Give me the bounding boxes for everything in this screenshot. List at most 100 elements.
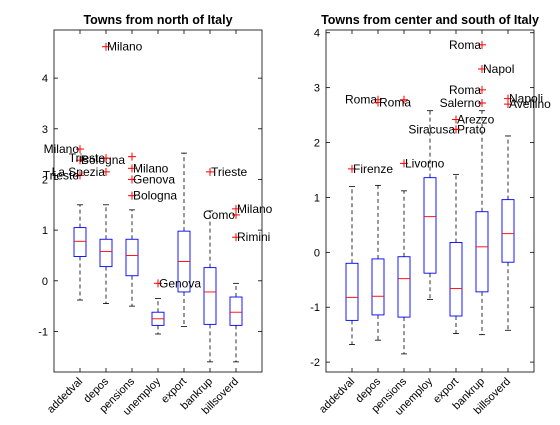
outlier: Trieste [206,165,248,179]
outlier: Napol [478,62,514,76]
y-tick-label: 0 [42,276,48,288]
box-unemploy [151,298,165,335]
outlier: Firenze [348,162,393,176]
box-addedval [345,186,359,345]
box-depos [371,184,385,341]
outlier: Avellino [504,97,551,111]
outlier-label: Milano [133,161,169,175]
outlier: Roma [449,38,486,52]
box-export [177,152,191,327]
north-italy-boxplot: Towns from north of Italy -1 0 1 2 3 4 addedval… [38,13,272,418]
iqr-box [449,241,463,317]
outlier: Genova [128,172,175,186]
outlier-label: Livorno [405,156,445,170]
outlier-label: Trieste [43,168,80,182]
iqr-box [501,199,515,263]
box-pensions [125,209,139,307]
outlier-label: Napol [483,62,514,76]
iqr-box [475,211,489,293]
outlier [128,152,136,161]
y-tick-label: -2 [310,357,320,369]
box-export [449,173,463,334]
iqr-box [345,262,359,321]
box-bankrup [475,110,489,336]
box-billsoverd [501,135,515,331]
iqr-box [99,238,113,268]
outlier: Siracusa [408,122,460,136]
outlier: Bologna [128,189,177,203]
outlier-label: La Spezia [52,165,106,179]
iqr-box [125,238,139,277]
outlier: Milano [44,142,84,156]
outlier-label: Arezzo [457,112,495,126]
outlier-label: Milano [237,202,273,216]
chart-title: Towns from north of Italy [83,13,232,27]
outlier-label: Rimini [237,230,270,244]
iqr-box [229,296,243,326]
outlier-label: Milano [44,142,80,156]
center-south-italy-boxplot: Towns from center and south of Italy -2 -1… [310,13,551,418]
outlier: Bologna [76,153,125,167]
y-tick-label: 2 [314,138,320,150]
outlier-label: Salerno [440,96,482,110]
outlier-label: Milano [107,40,143,54]
outlier-label: Trieste [211,165,248,179]
outlier: Trieste [69,151,110,165]
box-pensions [397,190,411,355]
outlier-label: Prato [457,122,486,136]
outlier-label: Roma [379,95,411,109]
outlier [400,95,408,104]
outlier-label: Como [203,208,235,222]
outlier-label: Genova [133,172,175,186]
outlier: Como [203,208,240,222]
outlier: Genova [154,276,201,290]
outlier-label: Siracusa [408,122,455,136]
outlier-label: Firenze [353,162,393,176]
chart-title: Towns from center and south of Italy [321,13,539,27]
y-tick-label: 4 [314,28,320,40]
outlier: Salerno [440,96,486,110]
category-label: addedval [45,376,85,416]
box-depos [99,204,113,305]
category-label: addedval [317,376,357,416]
outlier: Roma [345,93,382,107]
y-tick-label: 3 [42,124,48,136]
outlier-label: Bologna [133,189,177,203]
y-tick-label: -1 [38,326,48,338]
iqr-box [371,258,385,316]
outlier: Milano [102,40,143,54]
y-tick-label: 1 [314,192,320,204]
iqr-box [397,256,411,318]
y-tick-label: 0 [314,247,320,259]
outlier: Milano [232,202,273,216]
outlier: La Spezia [52,165,110,179]
outlier-label: Trieste [69,151,106,165]
iqr-box [203,267,217,325]
y-tick-label: 1 [42,225,48,237]
box-unemploy [423,110,437,300]
outlier-label: Roma [449,38,481,52]
outlier-label: Roma [449,83,481,97]
outlier-label: Bologna [81,153,125,167]
outlier: Rimini [232,230,270,244]
outlier-label: Roma [345,93,377,107]
outlier: Arezzo [452,112,495,126]
y-tick-label: 3 [314,83,320,95]
y-tick-label: 4 [42,73,48,85]
y-tick-label: -1 [310,302,320,314]
box-bankrup [203,210,217,363]
outlier-label: Napoli [509,92,543,106]
outlier: Roma [374,95,411,109]
iqr-box [423,177,437,274]
outlier-label: Avellino [509,97,551,111]
y-tick-label: 2 [42,174,48,186]
outlier: Roma [449,83,486,97]
outlier: Livorno [400,156,445,170]
outlier: Milano [128,161,169,175]
outlier-label: Genova [159,276,201,290]
box-addedval [73,204,87,301]
outlier: Trieste [43,168,84,182]
box-billsoverd [229,282,243,363]
